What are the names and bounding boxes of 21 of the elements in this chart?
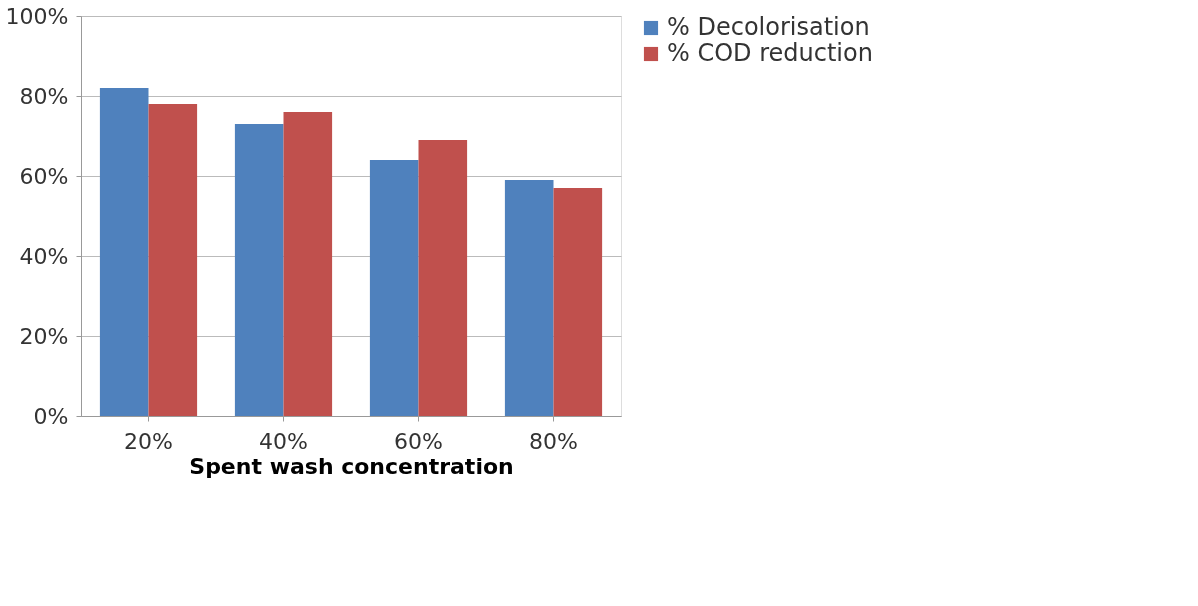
x-tick-label: 80%: [529, 428, 578, 454]
bar: [504, 180, 554, 416]
bar: [234, 124, 284, 416]
legend-label: % COD reduction: [667, 39, 873, 67]
bar: [99, 88, 149, 416]
y-tick-label: 60%: [19, 163, 69, 189]
y-tick-label: 0%: [33, 403, 69, 429]
y-tick-label: 100%: [5, 3, 69, 29]
x-axis-title: Spent wash concentration: [189, 453, 514, 479]
bar: [418, 140, 468, 416]
x-tick-label: 60%: [394, 428, 443, 454]
bar: [283, 112, 333, 416]
y-tick-label: 40%: [19, 243, 69, 269]
bar: [553, 188, 603, 416]
x-tick-label: 40%: [259, 428, 308, 454]
x-tick-label: 20%: [124, 428, 173, 454]
y-tick-label: 80%: [19, 83, 69, 109]
y-tick-label: 20%: [19, 323, 69, 349]
bar: [148, 104, 198, 416]
bar: [369, 160, 419, 416]
legend-label: % Decolorisation: [667, 13, 870, 41]
